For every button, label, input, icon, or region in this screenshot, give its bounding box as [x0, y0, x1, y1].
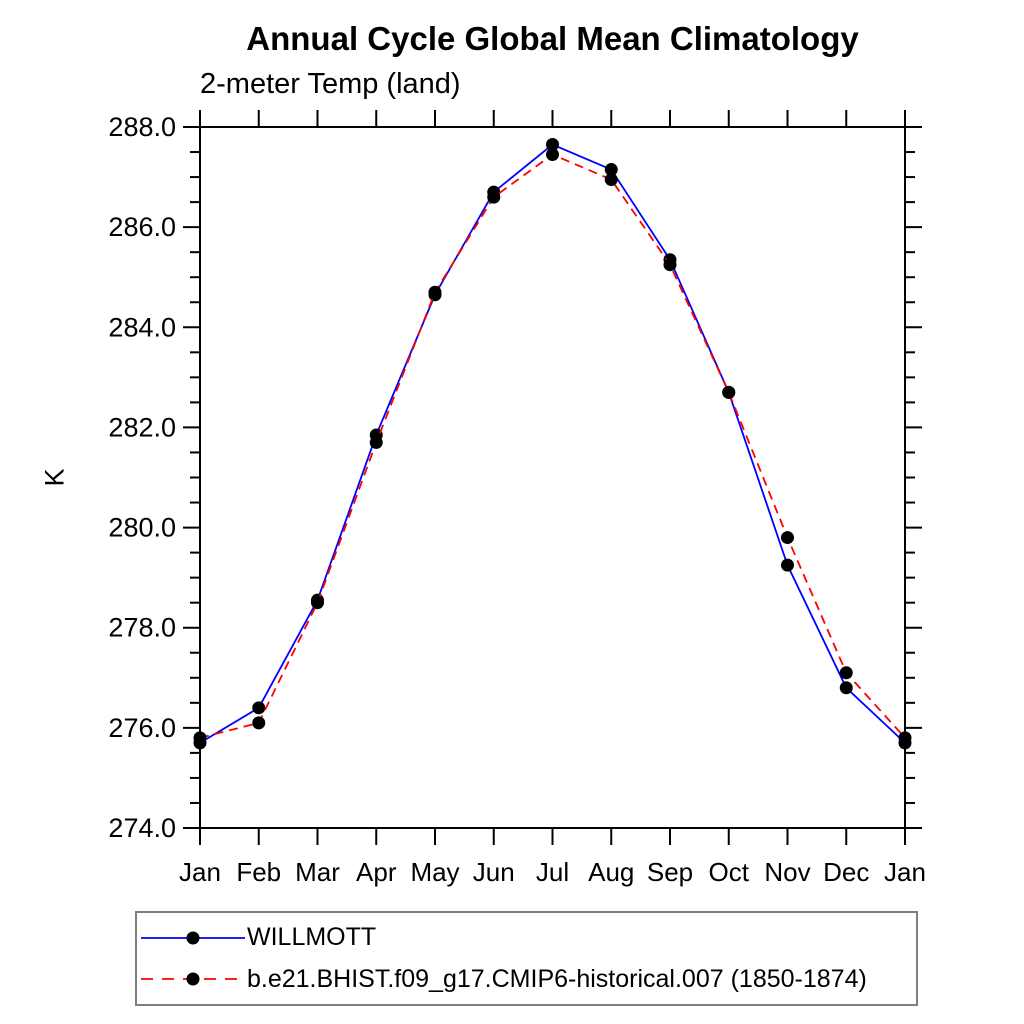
x-tick-label: Feb	[236, 857, 281, 887]
legend-label: b.e21.BHIST.f09_g17.CMIP6-historical.007…	[247, 964, 867, 993]
y-tick-label: 274.0	[108, 813, 176, 843]
legend-label: WILLMOTT	[247, 923, 377, 952]
y-tick-label: 284.0	[108, 312, 176, 342]
x-tick-label: Jul	[536, 857, 569, 887]
data-point	[428, 285, 442, 299]
data-point	[546, 148, 559, 162]
data-point	[546, 138, 559, 152]
y-tick-label: 280.0	[108, 513, 176, 543]
legend-line-sample	[141, 972, 245, 986]
x-tick-label: May	[410, 857, 459, 887]
data-point	[252, 716, 266, 730]
x-tick-label: Apr	[356, 857, 397, 887]
x-tick-label: Jun	[473, 857, 515, 887]
data-point	[781, 558, 794, 572]
legend-marker	[186, 931, 200, 945]
x-tick-label: Jan	[884, 857, 926, 887]
x-tick-label: Nov	[764, 857, 810, 887]
y-tick-label: 286.0	[108, 212, 176, 242]
data-point	[369, 435, 383, 449]
y-tick-label: 278.0	[108, 613, 176, 643]
x-tick-label: Mar	[295, 857, 340, 887]
data-point	[487, 190, 501, 204]
x-tick-label: Jan	[179, 857, 221, 887]
x-tick-label: Dec	[823, 857, 869, 887]
series-line-1	[199, 153, 906, 739]
y-tick-label: 276.0	[108, 713, 176, 743]
data-point	[604, 163, 618, 177]
plot-frame	[199, 126, 906, 829]
y-tick-label: 282.0	[108, 412, 176, 442]
data-point	[193, 731, 207, 745]
data-point	[311, 596, 324, 610]
data-point	[604, 173, 618, 187]
y-tick-label: 288.0	[108, 112, 176, 142]
data-point	[839, 681, 853, 695]
x-tick-label: Aug	[588, 857, 634, 887]
data-point	[663, 258, 677, 272]
legend-item-0: WILLMOTT	[141, 921, 916, 955]
series-line-0	[199, 143, 906, 744]
data-point	[781, 531, 794, 545]
chart-title: Annual Cycle Global Mean Climatology	[246, 20, 859, 57]
legend-marker	[186, 972, 200, 986]
data-point	[722, 385, 736, 399]
legend-line-sample	[141, 931, 245, 945]
data-point	[252, 701, 266, 715]
legend: WILLMOTT b.e21.BHIST.f09_g17.CMIP6-histor…	[135, 911, 918, 1006]
chart-subtitle: 2-meter Temp (land)	[200, 68, 461, 100]
data-point	[898, 731, 912, 745]
x-tick-label: Sep	[647, 857, 693, 887]
x-tick-label: Oct	[709, 857, 750, 887]
data-point	[839, 666, 853, 680]
legend-item-1: b.e21.BHIST.f09_g17.CMIP6-historical.007…	[141, 962, 916, 996]
